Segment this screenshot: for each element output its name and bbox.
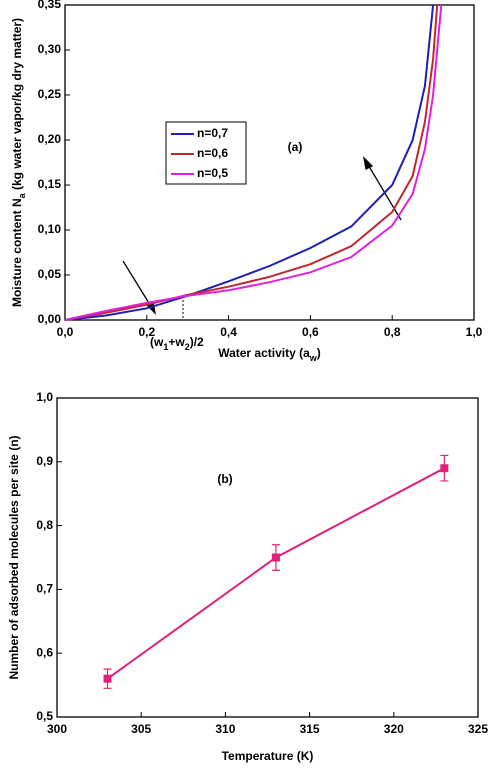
marker [440, 464, 449, 473]
annotation: (a) [288, 140, 303, 154]
y-tick-label: 0,25 [38, 87, 62, 101]
midpoint-label-part: 2 [185, 342, 190, 352]
x-axis-label: Water activity (aw) [218, 346, 321, 363]
x-axis-label-part: ) [317, 346, 321, 360]
x-tick-label: 300 [47, 722, 67, 736]
line [64, 4, 435, 321]
x-tick-label: 0,4 [220, 325, 237, 339]
y-tick-label: 0,15 [38, 177, 62, 191]
y-tick-label: 0,20 [38, 132, 62, 146]
x-tick-label: 0,8 [384, 325, 401, 339]
line [64, 4, 443, 321]
midpoint-label-part: (w [150, 335, 164, 349]
y-axis-label-part: a [17, 192, 27, 198]
midpoint-label-part: 1 [163, 342, 168, 352]
x-axis-label: Temperature (K) [222, 749, 314, 763]
marker [103, 674, 112, 683]
x-tick-label: 325 [468, 722, 488, 736]
x-tick-label: 305 [131, 722, 151, 736]
line [64, 4, 439, 321]
y-tick-label: 0,8 [36, 518, 53, 532]
x-axis-label-part: w [309, 353, 318, 363]
y-tick-label: 0,9 [36, 454, 53, 468]
legend-label: n=0,5 [197, 166, 228, 180]
midpoint-label: (w1+w2)/2 [150, 335, 204, 352]
x-tick-label: 0,0 [57, 325, 74, 339]
x-tick-label: 0,2 [138, 325, 155, 339]
y-axis-label: Moisture content Na (kg water vapor/kg d… [10, 18, 27, 307]
x-tick-label: 315 [300, 722, 320, 736]
x-tick-label: 310 [215, 722, 235, 736]
plot-frame [56, 397, 479, 718]
y-tick-label: 0,7 [36, 582, 53, 596]
y-tick-label: 0,00 [38, 312, 62, 326]
y-axis-label-part: Moisture content N [10, 198, 24, 307]
x-tick-label: 1,0 [466, 325, 483, 339]
y-tick-label: 0,05 [38, 267, 62, 281]
y-tick-label: 0,6 [36, 645, 53, 659]
plot-frame [64, 4, 475, 321]
marker [271, 553, 280, 562]
arrow-head [362, 156, 374, 170]
midpoint-label-part: )/2 [190, 335, 204, 349]
x-axis-label-part: Water activity (a [218, 346, 310, 360]
y-tick-label: 1,0 [36, 390, 53, 404]
midpoint-label-part: +w [168, 335, 185, 349]
arrow [122, 260, 153, 309]
arrow [366, 162, 402, 221]
y-tick-label: 0,30 [38, 42, 62, 56]
legend-label: n=0,6 [197, 146, 228, 160]
y-tick-label: 0,35 [38, 0, 62, 11]
x-tick-label: 320 [384, 722, 404, 736]
y-tick-label: 0,10 [38, 222, 62, 236]
y-axis-label: Number of adsorbed molecules per site (n… [7, 435, 21, 679]
annotation: (b) [217, 472, 232, 486]
x-tick-label: 0,6 [302, 325, 319, 339]
line [106, 467, 445, 680]
y-tick-label: 0,5 [36, 709, 53, 723]
y-axis-label-part: (kg water vapor/kg dry matter) [10, 18, 24, 193]
legend-label: n=0,7 [197, 126, 228, 140]
